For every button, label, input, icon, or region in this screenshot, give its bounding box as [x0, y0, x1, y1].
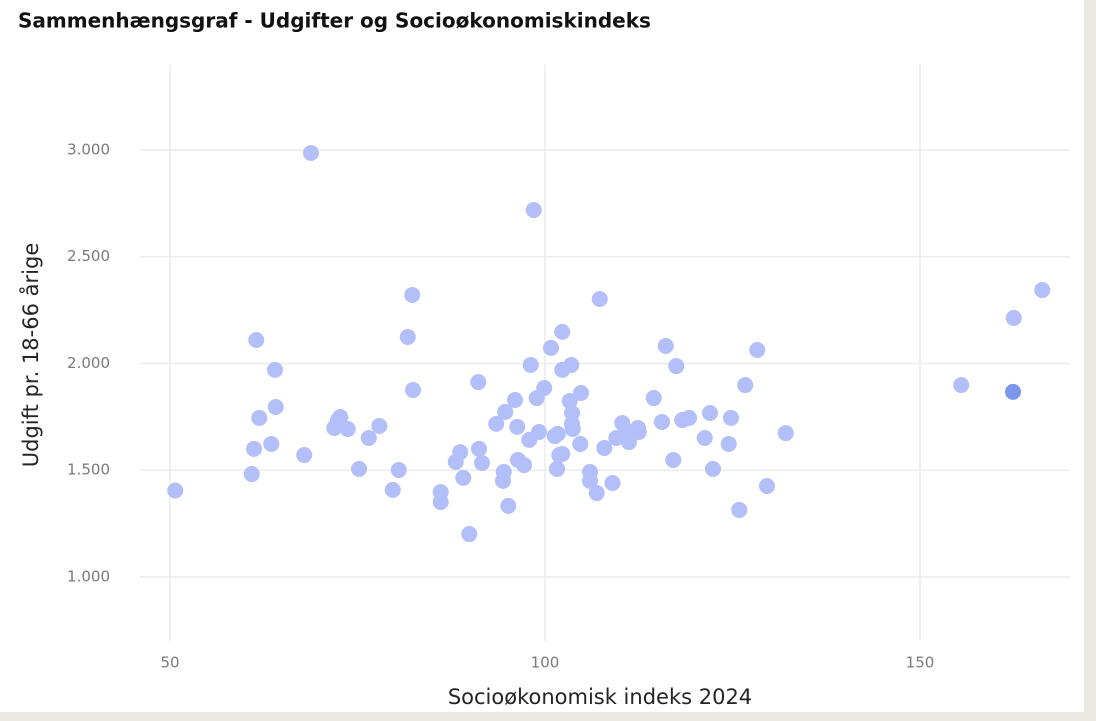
point [696, 429, 713, 446]
point [509, 418, 526, 435]
point [749, 342, 766, 359]
point [759, 478, 775, 495]
point [681, 409, 697, 426]
point [645, 390, 662, 407]
y-tick-label: 2.500 [67, 247, 110, 265]
point [461, 526, 478, 543]
point [702, 405, 718, 422]
point [432, 494, 449, 511]
point [267, 361, 283, 378]
point [404, 286, 421, 303]
point [267, 399, 284, 416]
point [657, 337, 674, 354]
point [588, 485, 605, 502]
panel [0, 0, 1084, 712]
point [561, 393, 578, 410]
point [452, 444, 469, 461]
point [536, 380, 553, 397]
point [737, 377, 754, 394]
point [1005, 310, 1022, 327]
point [474, 454, 490, 471]
point [371, 418, 388, 435]
point [516, 457, 532, 474]
point [549, 460, 565, 477]
point [720, 435, 737, 452]
point [665, 451, 682, 468]
point [573, 384, 589, 401]
point [332, 409, 349, 426]
point [564, 421, 581, 438]
x-tick-label: 100 [531, 654, 560, 672]
point [554, 323, 571, 340]
point [705, 460, 721, 477]
chart-title: Sammenhængsgraf - Udgifter og Socioøkono… [18, 9, 651, 33]
point [251, 409, 268, 426]
point [351, 460, 367, 477]
point [360, 429, 377, 446]
point [384, 481, 401, 498]
point [495, 463, 512, 480]
point [497, 403, 514, 420]
point [303, 144, 319, 161]
point [596, 440, 613, 457]
point [405, 381, 421, 398]
point [507, 391, 523, 408]
point [455, 469, 472, 486]
y-tick-label: 2.000 [67, 354, 110, 372]
point [723, 409, 739, 426]
point [248, 331, 265, 348]
point [630, 424, 647, 441]
x-tick-label: 50 [160, 654, 179, 672]
point [263, 435, 280, 452]
point [488, 415, 505, 432]
point [654, 413, 670, 430]
point [470, 374, 487, 391]
x-axis-title: Socioøkonomisk indeks 2024 [448, 685, 752, 709]
point [668, 358, 685, 375]
point [554, 445, 571, 462]
point [1005, 383, 1021, 400]
point [339, 421, 356, 438]
point [296, 447, 313, 464]
point [572, 435, 589, 452]
y-axis-title: Udgift pr. 18-66 årige [18, 243, 43, 467]
point [1034, 282, 1051, 299]
point [399, 329, 416, 346]
point [604, 475, 621, 492]
point [563, 356, 580, 373]
y-tick-label: 3.000 [67, 140, 110, 158]
point [549, 425, 566, 442]
y-tick-label: 1.000 [67, 567, 110, 585]
point [167, 482, 184, 499]
y-tick-label: 1.500 [67, 461, 110, 479]
point [953, 377, 970, 394]
x-tick-label: 150 [906, 654, 935, 672]
point [591, 291, 608, 308]
point [243, 466, 260, 483]
point [777, 425, 794, 442]
point [731, 501, 748, 518]
point [246, 440, 262, 457]
point [390, 462, 407, 479]
point [471, 440, 487, 457]
point [543, 339, 559, 356]
point [525, 201, 542, 218]
point [500, 497, 517, 514]
point [531, 424, 547, 441]
point [522, 356, 539, 373]
point [582, 472, 598, 489]
